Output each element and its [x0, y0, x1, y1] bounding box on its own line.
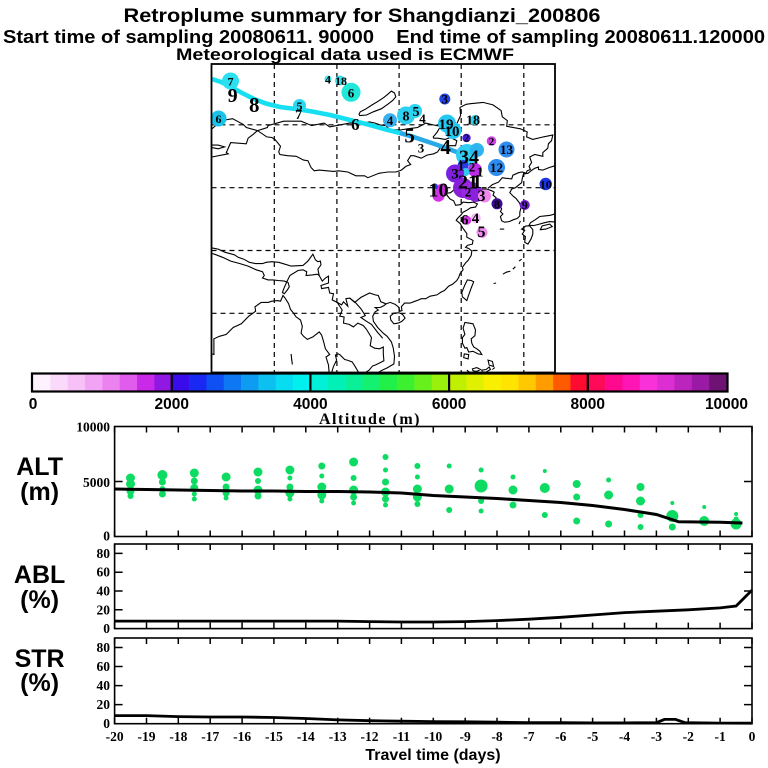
svg-text:10000: 10000: [705, 396, 748, 413]
svg-text:13: 13: [500, 142, 514, 157]
svg-text:-2: -2: [683, 729, 694, 744]
svg-text:-7: -7: [523, 729, 534, 744]
svg-text:6000: 6000: [432, 396, 466, 413]
svg-text:40: 40: [97, 584, 111, 599]
svg-text:ABL: ABL: [14, 561, 65, 589]
svg-text:-17: -17: [201, 729, 219, 744]
svg-text:20: 20: [97, 697, 111, 712]
svg-text:10: 10: [445, 124, 460, 140]
svg-text:4: 4: [387, 113, 394, 128]
svg-text:6: 6: [461, 213, 469, 229]
svg-text:2000: 2000: [154, 396, 188, 413]
svg-text:0: 0: [103, 716, 110, 731]
svg-text:2: 2: [465, 185, 472, 200]
svg-text:(%): (%): [20, 669, 59, 697]
svg-text:8: 8: [249, 93, 260, 117]
svg-text:4: 4: [440, 135, 451, 159]
svg-text:21: 21: [458, 172, 478, 194]
svg-text:1: 1: [472, 171, 482, 193]
svg-text:10: 10: [540, 178, 552, 192]
svg-text:8000: 8000: [571, 396, 605, 413]
svg-text:60: 60: [97, 659, 111, 674]
svg-text:0: 0: [749, 729, 756, 744]
svg-text:9: 9: [522, 198, 528, 212]
svg-text:(%): (%): [20, 586, 59, 614]
svg-text:Start time of sampling 2008061: Start time of sampling 20080611. 90000 E…: [3, 27, 765, 47]
svg-text:19: 19: [439, 117, 454, 133]
svg-text:-20: -20: [106, 729, 124, 744]
svg-text:-8: -8: [491, 729, 502, 744]
svg-text:-9: -9: [460, 729, 471, 744]
svg-text:2: 2: [489, 136, 495, 148]
svg-text:STR: STR: [15, 645, 65, 673]
svg-text:0: 0: [29, 396, 38, 413]
svg-text:1: 1: [477, 166, 484, 181]
svg-text:ALT: ALT: [16, 453, 63, 481]
svg-text:-11: -11: [393, 729, 411, 744]
svg-text:1: 1: [458, 160, 465, 175]
svg-text:6: 6: [348, 86, 355, 101]
svg-text:-6: -6: [555, 729, 566, 744]
svg-text:0: 0: [103, 621, 110, 636]
svg-text:3: 3: [478, 188, 486, 205]
svg-text:6: 6: [351, 115, 360, 134]
svg-text:9: 9: [228, 85, 238, 107]
svg-text:Retroplume summary for Shangdi: Retroplume summary for Shangdianzi_20080…: [124, 5, 601, 27]
svg-text:-12: -12: [361, 729, 379, 744]
svg-text:3: 3: [418, 141, 425, 156]
svg-text:80: 80: [97, 640, 111, 655]
svg-text:6: 6: [216, 112, 222, 126]
svg-text:5: 5: [413, 105, 420, 120]
svg-text:7: 7: [295, 108, 302, 123]
svg-text:-3: -3: [651, 729, 662, 744]
svg-text:5000: 5000: [83, 475, 110, 490]
svg-text:-10: -10: [424, 729, 442, 744]
svg-text:10000: 10000: [76, 420, 110, 435]
svg-text:Meteorological data used is EC: Meteorological data used is ECMWF: [176, 45, 514, 64]
svg-text:-4: -4: [619, 729, 630, 744]
svg-text:(m): (m): [20, 478, 59, 506]
svg-text:-19: -19: [137, 729, 155, 744]
svg-text:5: 5: [297, 99, 303, 113]
svg-text:Altitude (m): Altitude (m): [319, 411, 421, 428]
svg-text:-18: -18: [169, 729, 187, 744]
svg-text:34: 34: [459, 147, 479, 169]
svg-text:2: 2: [469, 160, 476, 175]
svg-text:18: 18: [466, 114, 480, 129]
svg-text:4: 4: [472, 211, 480, 227]
svg-text:60: 60: [97, 565, 111, 580]
svg-text:12: 12: [490, 160, 503, 175]
svg-text:-13: -13: [329, 729, 347, 744]
svg-text:3: 3: [442, 92, 449, 107]
svg-text:3: 3: [451, 167, 459, 183]
svg-text:4000: 4000: [293, 396, 327, 413]
svg-text:-1: -1: [715, 729, 726, 744]
svg-text:20: 20: [97, 602, 111, 617]
svg-text:5: 5: [404, 124, 415, 148]
svg-text:80: 80: [97, 546, 111, 561]
svg-text:4: 4: [419, 111, 426, 126]
svg-text:-5: -5: [587, 729, 598, 744]
svg-text:40: 40: [97, 678, 111, 693]
svg-text:4: 4: [325, 73, 331, 87]
svg-text:Travel time (days): Travel time (days): [365, 747, 500, 764]
svg-text:5: 5: [478, 224, 486, 241]
svg-text:8: 8: [403, 110, 410, 125]
svg-text:8: 8: [494, 197, 500, 211]
svg-text:18: 18: [335, 74, 347, 88]
svg-text:-14: -14: [297, 729, 315, 744]
svg-text:10: 10: [429, 180, 449, 202]
svg-text:7: 7: [228, 75, 234, 89]
svg-text:0: 0: [103, 529, 110, 544]
svg-text:-15: -15: [265, 729, 283, 744]
svg-text:-16: -16: [233, 729, 251, 744]
svg-text:2: 2: [464, 133, 470, 145]
